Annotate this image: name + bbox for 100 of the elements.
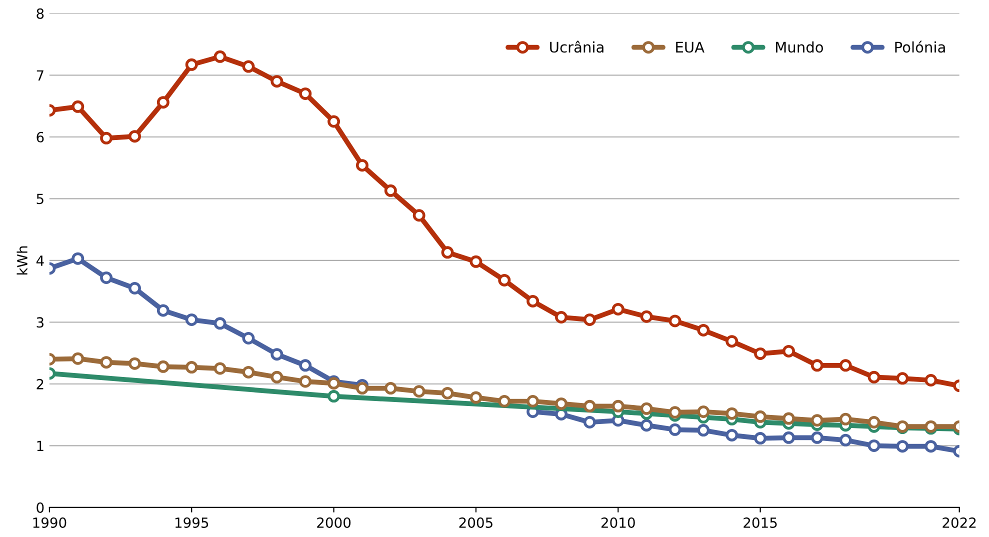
point: [697, 405, 710, 418]
y-tick-label: 2: [36, 378, 44, 390]
point: [356, 159, 368, 172]
point: [100, 132, 113, 144]
y-tick-label: 8: [36, 8, 44, 19]
legend-label: EUA: [676, 42, 704, 53]
point: [412, 209, 426, 222]
point: [498, 394, 511, 408]
y-tick-label: 3: [36, 317, 44, 328]
point: [185, 313, 198, 326]
point: [868, 439, 880, 452]
point: [356, 382, 368, 395]
point: [839, 434, 852, 446]
point: [754, 410, 767, 423]
point: [810, 359, 824, 372]
point: [782, 431, 795, 444]
point: [754, 432, 767, 445]
point: [782, 412, 795, 425]
point: [810, 414, 824, 427]
point: [896, 372, 909, 385]
point: [896, 440, 909, 453]
x-tick-label: 2000: [317, 517, 351, 528]
legend-label: Mundo: [776, 41, 824, 53]
point: [498, 274, 511, 286]
point: [72, 100, 84, 113]
y-tick-label: 5: [36, 194, 44, 204]
y-tick-label: 7: [36, 70, 44, 80]
point: [583, 416, 596, 428]
point: [839, 359, 852, 372]
point: [100, 356, 113, 369]
x-tick-label: 2015: [744, 517, 777, 528]
point: [242, 332, 255, 345]
point: [924, 374, 938, 386]
point: [128, 282, 141, 294]
point: [697, 424, 710, 437]
point: [526, 294, 540, 308]
point: [668, 423, 682, 436]
point: [470, 391, 482, 404]
point: [328, 390, 340, 403]
point: [384, 184, 397, 197]
point: [470, 255, 482, 268]
point: [242, 60, 255, 73]
point: [668, 406, 682, 419]
point: [555, 311, 568, 324]
point: [214, 317, 226, 330]
x-tick-label: 1990: [33, 517, 66, 528]
point: [640, 310, 653, 323]
point: [299, 359, 312, 372]
point: [214, 362, 226, 375]
point: [270, 348, 284, 361]
y-axis-title: kWh: [16, 246, 28, 274]
point: [668, 314, 682, 328]
point: [128, 357, 141, 370]
x-tick-label: 1995: [175, 517, 208, 528]
point: [214, 50, 226, 63]
point: [156, 96, 170, 109]
point: [640, 402, 653, 415]
point: [839, 412, 852, 426]
y-tick-label: 0: [36, 502, 44, 513]
point: [810, 431, 824, 444]
point: [526, 394, 540, 408]
point: [328, 115, 340, 128]
legend-label: Polónia: [895, 40, 945, 53]
point: [754, 347, 767, 360]
point: [782, 344, 795, 358]
point: [156, 360, 170, 373]
point: [185, 361, 198, 374]
point: [726, 407, 738, 420]
point: [555, 397, 568, 410]
point: [299, 87, 312, 100]
point: [72, 352, 84, 365]
point: [384, 382, 397, 395]
point: [924, 440, 938, 453]
point: [868, 370, 880, 384]
point: [640, 419, 653, 432]
point: [72, 252, 84, 265]
point: [299, 375, 312, 388]
x-tick-label: 2022: [942, 517, 976, 528]
legend-label: Ucrânia: [550, 40, 604, 53]
point: [612, 400, 624, 412]
point: [726, 335, 738, 348]
point: [412, 385, 426, 398]
point: [868, 416, 880, 428]
y-tick-label: 1: [37, 440, 44, 451]
x-tick-label: 2005: [459, 517, 492, 528]
point: [242, 366, 255, 378]
y-tick-label: 4: [36, 256, 44, 266]
point: [726, 428, 738, 442]
point: [583, 313, 596, 326]
point: [128, 130, 141, 143]
point: [100, 271, 113, 284]
point: [270, 75, 284, 88]
point: [697, 324, 710, 336]
point: [583, 400, 596, 412]
point: [270, 370, 284, 384]
point: [185, 58, 198, 71]
point: [156, 304, 170, 317]
point: [612, 302, 624, 316]
x-tick-label: 2010: [601, 517, 635, 528]
point: [441, 386, 454, 400]
